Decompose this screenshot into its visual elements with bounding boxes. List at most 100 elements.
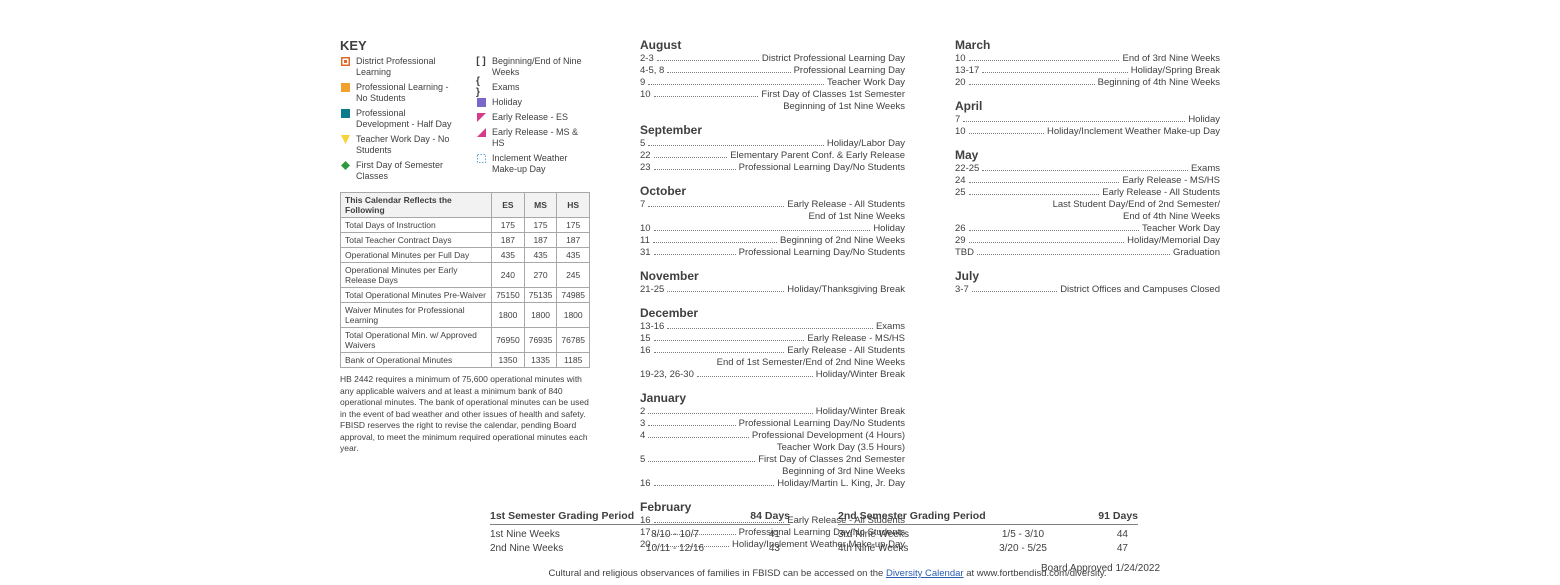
- event-date: 23: [640, 162, 651, 174]
- event-label: Holiday/Martin L. King, Jr. Day: [777, 478, 905, 490]
- event-label: Holiday: [1188, 114, 1220, 126]
- board-approved: Board Approved 1/24/2022: [1041, 563, 1160, 574]
- event-row: 10First Day of Classes 1st Semester: [640, 89, 905, 101]
- event-row: 29 Holiday/Memorial Day: [955, 235, 1220, 247]
- event-label: Professional Learning Day/No Students: [739, 247, 905, 259]
- month-block: January2Holiday/Winter Break3Professiona…: [640, 391, 905, 490]
- table-header: ES: [492, 193, 525, 218]
- event-date: 22: [640, 150, 651, 162]
- key-icon: [476, 97, 486, 107]
- event-date: 13-17: [955, 65, 979, 77]
- event-row: 23Professional Learning Day/No Students: [640, 162, 905, 174]
- table-row: Total Days of Instruction175175175: [341, 218, 590, 233]
- event-continuation: Beginning of 1st Nine Weeks: [640, 101, 905, 113]
- sem2-title: 2nd Semester Grading Period: [838, 510, 986, 522]
- key-label: District Professional Learning: [356, 56, 458, 78]
- event-date: 19-23, 26-30: [640, 369, 694, 381]
- event-row: 10End of 3rd Nine Weeks: [955, 53, 1220, 65]
- event-label: Beginning of 4th Nine Weeks: [1098, 77, 1220, 89]
- key-item: Inclement Weather Make-up Day: [476, 153, 588, 175]
- event-label: Graduation: [1173, 247, 1220, 259]
- month-block: March10End of 3rd Nine Weeks13-17 Holiday…: [955, 38, 1220, 89]
- event-row: 2-3District Professional Learning Day: [640, 53, 905, 65]
- event-row: 11Beginning of 2nd Nine Weeks: [640, 235, 905, 247]
- table-row: Waiver Minutes for Professional Learning…: [341, 303, 590, 328]
- event-date: 29: [955, 235, 966, 247]
- event-row: 21-25Holiday/Thanksgiving Break: [640, 284, 905, 296]
- event-row: 31 Professional Learning Day/No Students: [640, 247, 905, 259]
- key-item: Professional Learning - No Students: [340, 82, 458, 104]
- key-label: First Day of Semester Classes: [356, 160, 458, 182]
- event-row: 24Early Release - MS/HS: [955, 175, 1220, 187]
- month-title: August: [640, 38, 905, 52]
- event-label: Holiday/Spring Break: [1131, 65, 1220, 77]
- event-row: 3 Professional Learning Day/No Students: [640, 418, 905, 430]
- key-item: District Professional Learning: [340, 56, 458, 78]
- event-date: 4-5, 8: [640, 65, 664, 77]
- event-label: Exams: [876, 321, 905, 333]
- event-continuation: Last Student Day/End of 2nd Semester/: [955, 199, 1220, 211]
- event-label: Professional Learning Day: [794, 65, 905, 77]
- month-title: September: [640, 123, 905, 137]
- event-continuation: End of 4th Nine Weeks: [955, 211, 1220, 223]
- event-date: 31: [640, 247, 651, 259]
- key-label: Inclement Weather Make-up Day: [492, 153, 588, 175]
- event-label: Holiday: [873, 223, 905, 235]
- event-row: 13-16 Exams: [640, 321, 905, 333]
- key-label: Professional Learning - No Students: [356, 82, 458, 104]
- event-continuation: End of 1st Nine Weeks: [640, 211, 905, 223]
- month-title: March: [955, 38, 1220, 52]
- month-title: December: [640, 306, 905, 320]
- event-row: 10Holiday/Inclement Weather Make-up Day: [955, 126, 1220, 138]
- month-block: October7Early Release - All StudentsEnd …: [640, 184, 905, 259]
- event-date: 21-25: [640, 284, 664, 296]
- grading-row: 4th Nine Weeks3/20 - 5/2547: [838, 542, 1138, 556]
- key-icon: [ ]: [476, 56, 486, 66]
- event-row: TBDGraduation: [955, 247, 1220, 259]
- event-date: 10: [640, 223, 651, 235]
- event-row: 7Holiday: [955, 114, 1220, 126]
- event-label: Holiday/Memorial Day: [1127, 235, 1220, 247]
- event-row: 22-25Exams: [955, 163, 1220, 175]
- event-row: 13-17 Holiday/Spring Break: [955, 65, 1220, 77]
- event-row: 15Early Release - MS/HS: [640, 333, 905, 345]
- table-row: Operational Minutes per Early Release Da…: [341, 263, 590, 288]
- key-item: [ ]Beginning/End of Nine Weeks: [476, 56, 588, 78]
- key-icon: [476, 112, 486, 122]
- event-label: Professional Learning Day/No Students: [739, 418, 905, 430]
- event-date: 3-7: [955, 284, 969, 296]
- event-label: Teacher Work Day: [827, 77, 905, 89]
- table-header: HS: [557, 193, 590, 218]
- key-item: Holiday: [476, 97, 588, 108]
- event-continuation: Teacher Work Day (3.5 Hours): [640, 442, 905, 454]
- event-row: 4-5, 8 Professional Learning Day: [640, 65, 905, 77]
- event-label: Holiday/Winter Break: [816, 369, 905, 381]
- month-block: May22-25Exams24Early Release - MS/HS25Ea…: [955, 148, 1220, 259]
- event-label: Early Release - All Students: [787, 345, 905, 357]
- event-row: 19-23, 26-30 Holiday/Winter Break: [640, 369, 905, 381]
- event-date: 2: [640, 406, 645, 418]
- event-row: 20Beginning of 4th Nine Weeks: [955, 77, 1220, 89]
- event-date: 13-16: [640, 321, 664, 333]
- event-row: 16 Holiday/Martin L. King, Jr. Day: [640, 478, 905, 490]
- month-title: November: [640, 269, 905, 283]
- sem1-days: 84 Days: [750, 510, 790, 522]
- event-label: Elementary Parent Conf. & Early Release: [730, 150, 905, 162]
- key-icon: [340, 160, 350, 170]
- event-date: 3: [640, 418, 645, 430]
- key-heading: KEY: [340, 38, 590, 53]
- key-item: { }Exams: [476, 82, 588, 93]
- month-block: August2-3District Professional Learning …: [640, 38, 905, 113]
- key-item: First Day of Semester Classes: [340, 160, 458, 182]
- event-label: Early Release - MS/HS: [807, 333, 905, 345]
- key-icon: [340, 82, 350, 92]
- event-label: District Offices and Campuses Closed: [1060, 284, 1220, 296]
- minutes-footnote: HB 2442 requires a minimum of 75,600 ope…: [340, 374, 590, 455]
- key-item: Professional Development - Half Day: [340, 108, 458, 130]
- diversity-link[interactable]: Diversity Calendar: [886, 568, 964, 579]
- event-date: 5: [640, 138, 645, 150]
- month-title: May: [955, 148, 1220, 162]
- event-date: 16: [640, 478, 651, 490]
- event-row: 5Holiday/Labor Day: [640, 138, 905, 150]
- sem2-days: 91 Days: [1098, 510, 1138, 522]
